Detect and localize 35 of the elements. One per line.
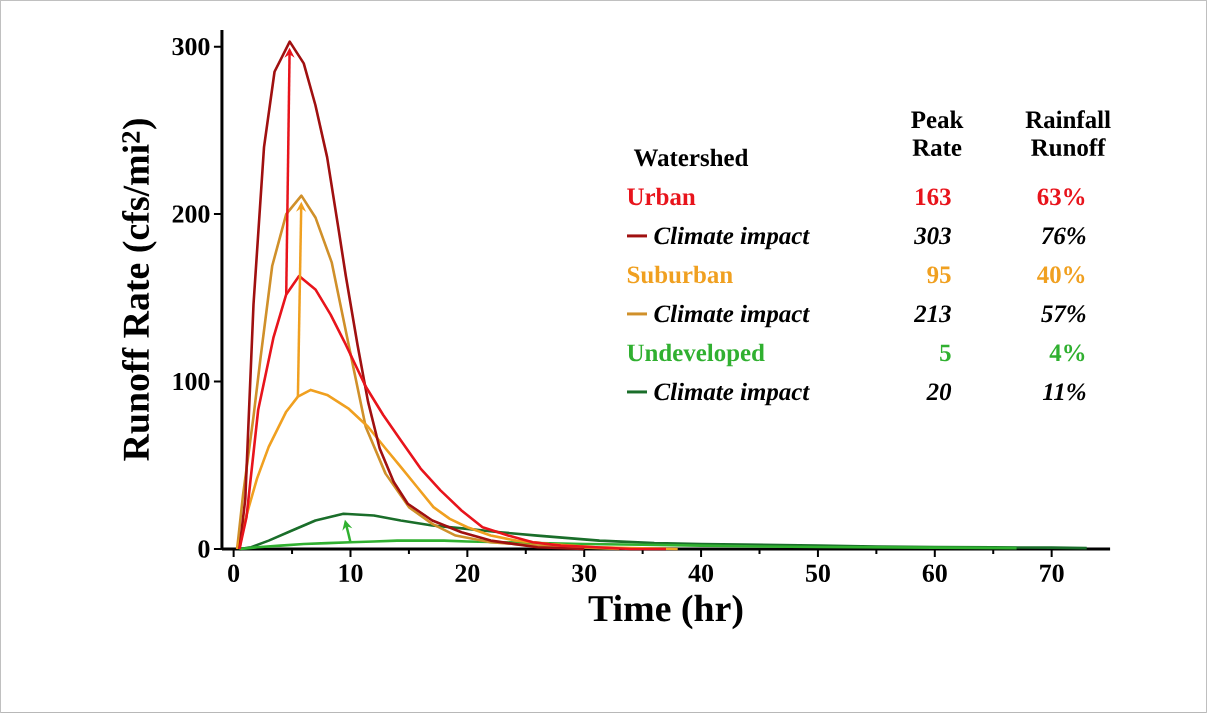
text: Undeveloped — [627, 343, 765, 367]
x-tick-label: 70 — [1040, 564, 1064, 583]
annotation: 76% — [1041, 227, 1086, 245]
annotation: 57% — [1041, 305, 1086, 323]
x-tick-label: 30 — [572, 564, 597, 583]
x-tick-label: 40 — [688, 564, 714, 583]
y-tick-label: 200 — [172, 205, 210, 223]
annotation: Peak Rate — [911, 110, 964, 157]
y-tick-label: 300 — [172, 37, 210, 56]
y-axis-title: Runoff Rate (cfs/mi$^{2}$) — [122, 119, 157, 461]
x-tick-label: 60 — [922, 564, 947, 583]
y-tick-label: 100 — [173, 372, 210, 391]
annotation: 213 — [913, 305, 951, 323]
annotation: 40% — [1037, 266, 1085, 284]
x-tick-label: 0 — [228, 564, 240, 583]
annotation: Rainfall Runoff — [1025, 110, 1111, 157]
legend-label: Climate impact — [654, 304, 810, 328]
x-tick-label: 20 — [455, 564, 480, 583]
legend-label: Climate impact — [654, 382, 810, 406]
annotation: 303 — [914, 227, 951, 245]
x-tick-label: 50 — [806, 564, 830, 583]
annotation: 11% — [1042, 383, 1086, 401]
legend-title: Watershed — [633, 148, 749, 167]
text: Suburban — [627, 265, 733, 284]
annotation: 63% — [1037, 188, 1085, 206]
legend-label: Climate impact — [654, 226, 810, 250]
x-tick-label: 10 — [339, 564, 363, 583]
annotation: 20 — [926, 383, 952, 401]
annotation: 4% — [1049, 344, 1085, 362]
annotation: 5 — [940, 344, 951, 362]
y-tick-label: 0 — [198, 540, 210, 558]
annotation: 163 — [916, 188, 951, 206]
text: Urban — [627, 187, 696, 206]
annotation: 95 — [927, 266, 951, 284]
x-axis-title: Time (hr) — [588, 594, 743, 630]
